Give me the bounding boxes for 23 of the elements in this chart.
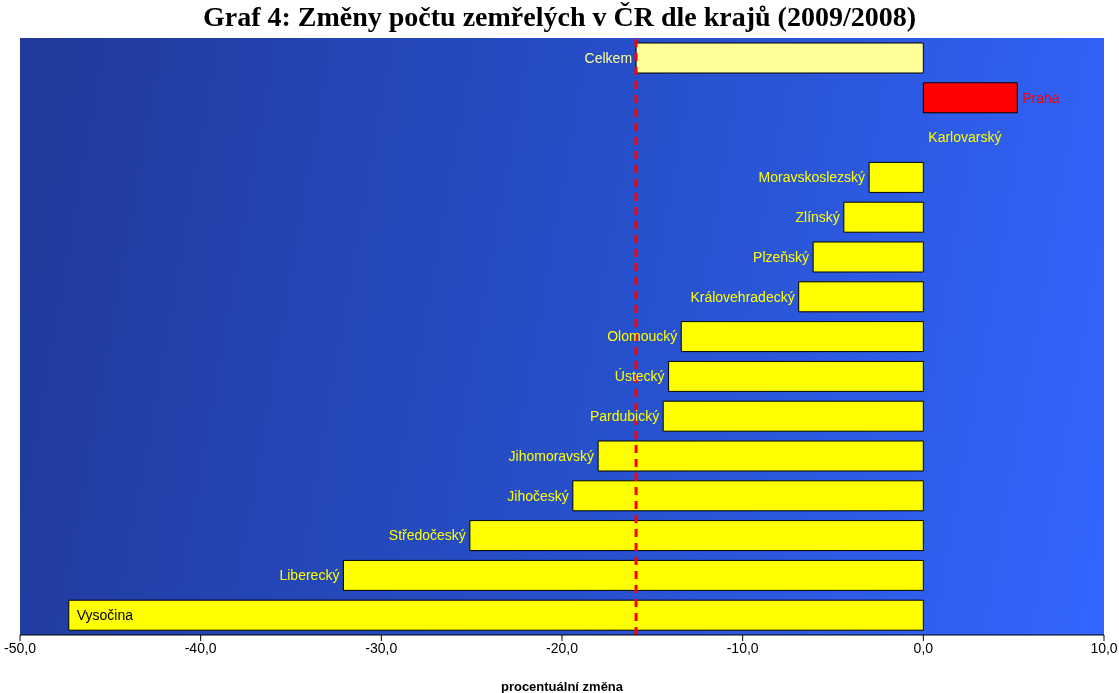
y-tick-label: Ústecký bbox=[614, 368, 665, 385]
y-tick-label: Praha bbox=[1022, 89, 1060, 106]
x-tick-label: -50,0 bbox=[4, 639, 37, 656]
x-tick-label: -20,0 bbox=[546, 639, 579, 656]
y-tick-label: Pardubický bbox=[589, 408, 660, 424]
y-tick-label: Karlovarský bbox=[928, 129, 1002, 146]
x-tick-label: -10,0 bbox=[726, 639, 759, 656]
x-tick-label: 10,0 bbox=[1090, 639, 1118, 656]
y-tick-label: Liberecký bbox=[279, 567, 340, 584]
chart-title: Graf 4: Změny počtu zemřelých v ČR dle krajů (2009/2008) bbox=[201, 0, 918, 34]
y-tick-label: Celkem bbox=[584, 49, 633, 66]
y-tick-label: Plzeňský bbox=[753, 248, 810, 265]
y-tick-label: Moravskoslezský bbox=[758, 169, 866, 186]
x-tick-label: 0,0 bbox=[913, 639, 934, 656]
y-tick-label: Královehradecký bbox=[690, 288, 795, 305]
x-tick-label: -40,0 bbox=[184, 639, 217, 656]
y-tick-label: Jihomoravský bbox=[508, 447, 595, 464]
y-tick-label: Zlínský bbox=[795, 209, 840, 225]
x-axis-title: procentuální změna bbox=[500, 679, 624, 693]
y-tick-label: Středočeský bbox=[388, 527, 466, 544]
y-tick-label: Vysočina bbox=[76, 607, 134, 623]
x-tick-label: -30,0 bbox=[365, 639, 398, 656]
y-tick-label: Jihočeský bbox=[507, 487, 569, 504]
